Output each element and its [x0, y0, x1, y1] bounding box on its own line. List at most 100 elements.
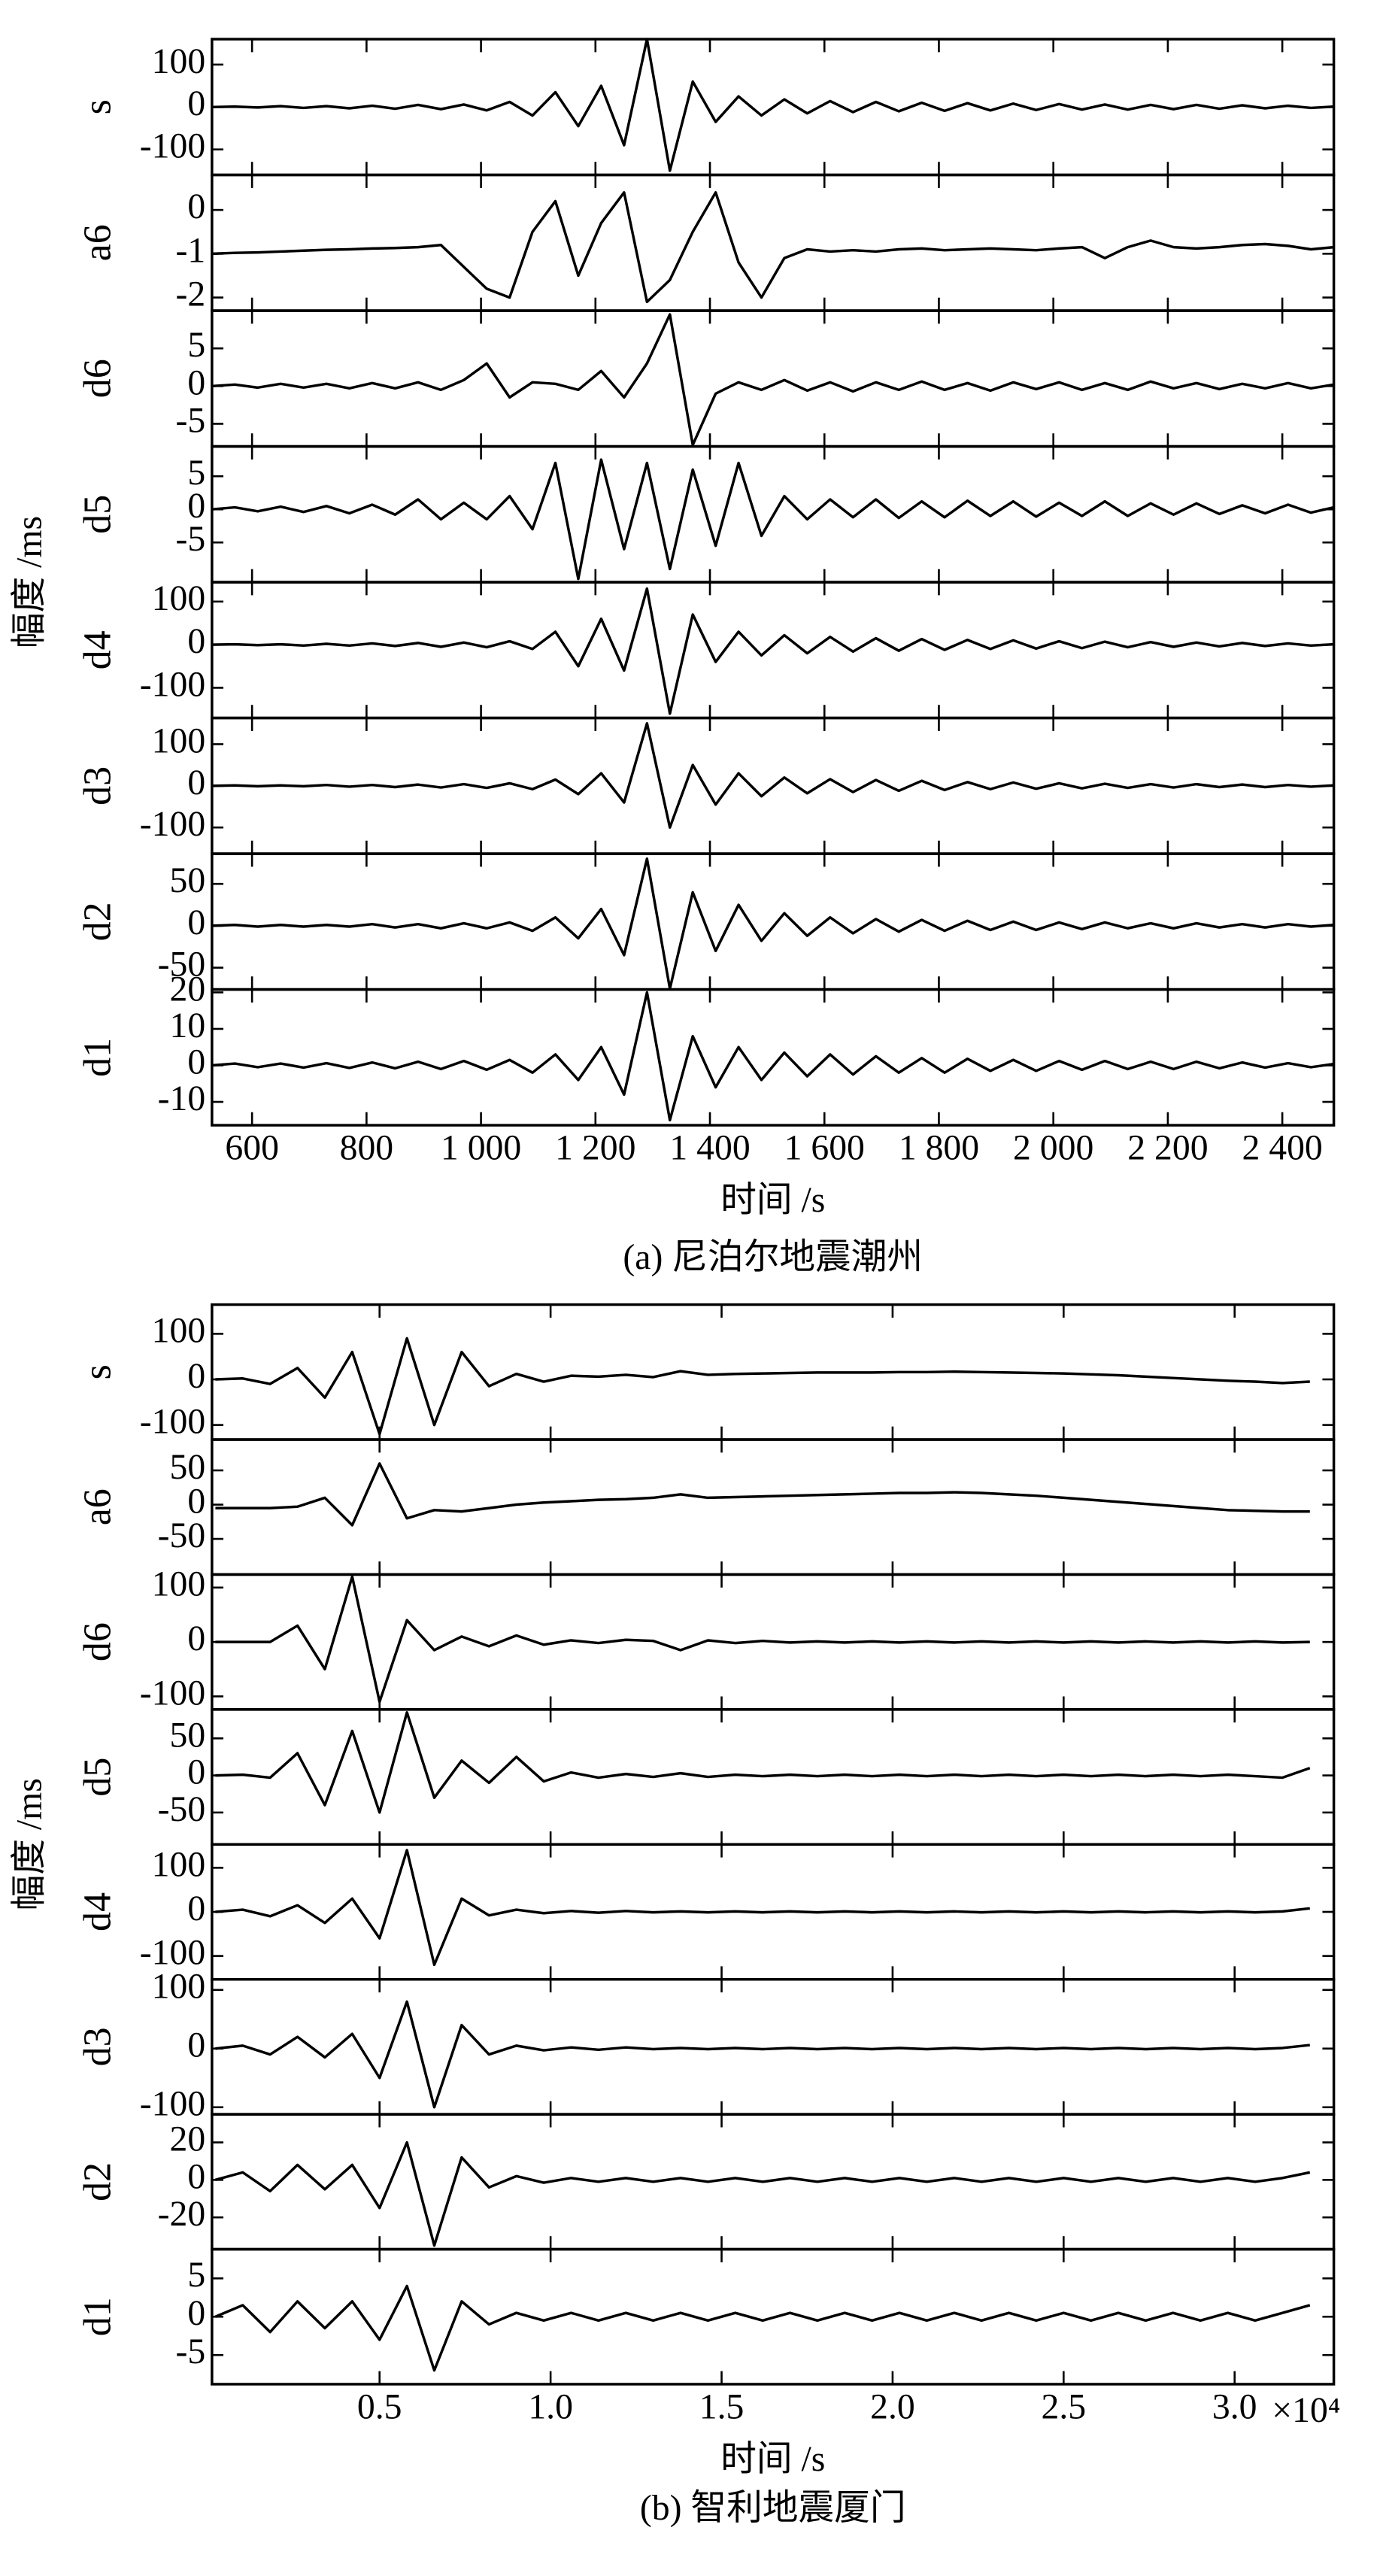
panel-frame [211, 309, 1336, 448]
panel-label: d3 [76, 766, 119, 806]
x-tick-label: 1 800 [899, 1128, 979, 1168]
y-tick-label: 100 [152, 578, 206, 618]
waveform [211, 313, 1334, 447]
x-tick-label: 2 200 [1127, 1128, 1208, 1168]
y-tick-label: 0 [187, 1481, 205, 1521]
panel-label: d6 [76, 1622, 119, 1661]
x-tick-label: 1 400 [669, 1128, 750, 1168]
caption: (b) 智利地震厦门 [640, 2488, 906, 2528]
panel-label: a6 [76, 1488, 119, 1525]
waveform [211, 587, 1334, 715]
y-tick-label: -10 [158, 1079, 206, 1118]
x-tick-label: 2.0 [870, 2387, 915, 2427]
y-tick-label: -100 [140, 1402, 205, 1442]
y-tick-label: 0 [187, 486, 205, 526]
y-tick-label: 50 [170, 1715, 206, 1755]
y-tick-label: 100 [152, 721, 206, 760]
y-tick-label: 5 [187, 2255, 205, 2295]
panel-label: a6 [76, 224, 119, 261]
y-tick-label: 0 [187, 83, 205, 123]
x-tick-label: 0.5 [357, 2387, 402, 2427]
x-tick-label: 3.0 [1212, 2387, 1257, 2427]
y-tick-label: -100 [140, 804, 205, 844]
x-tick-label: 1.5 [699, 2387, 745, 2427]
x-tick-label: 1 600 [784, 1128, 865, 1168]
panel-frame [211, 1438, 1336, 1576]
y-tick-label: -50 [158, 1789, 206, 1829]
y-tick-label: -100 [140, 664, 205, 704]
y-tick-label: 100 [152, 41, 206, 81]
y-tick-label: -2 [175, 275, 205, 314]
y-tick-label: 0 [187, 1356, 205, 1396]
y-tick-label: 0 [187, 2293, 205, 2333]
y-tick-label: 0 [187, 903, 205, 942]
waveform [211, 458, 1335, 581]
y-tick-label: 100 [152, 1564, 206, 1604]
panel-frame [211, 852, 1336, 991]
waveform [215, 1575, 1310, 1704]
x-tick-label: 600 [225, 1128, 279, 1168]
y-tick-label: 10 [170, 1006, 206, 1045]
waveform [215, 1337, 1310, 1436]
x-tick-label: 2 000 [1013, 1128, 1093, 1168]
panel-frame [211, 988, 1336, 1127]
x-tick-label: 2 400 [1242, 1128, 1322, 1168]
y-tick-label: 0 [187, 363, 205, 402]
waveform [211, 857, 1334, 991]
y-tick-label: 0 [187, 1752, 205, 1792]
y-tick-label: -5 [175, 400, 205, 440]
panel-label: s [76, 99, 119, 114]
x-tick-label: 800 [340, 1128, 394, 1168]
y-tick-label: 0 [187, 1619, 205, 1658]
y-tick-label: 100 [152, 1967, 206, 2007]
panel-label: d5 [76, 1758, 119, 1797]
y-tick-label: 5 [187, 453, 205, 493]
panel-label: d3 [76, 2027, 119, 2066]
y-tick-label: -20 [158, 2194, 206, 2234]
y-tick-label: 100 [152, 1310, 206, 1350]
y-tick-label: -100 [140, 1673, 205, 1713]
panel-label: d4 [76, 630, 119, 669]
y-tick-label: 5 [187, 325, 205, 365]
y-tick-label: -5 [175, 519, 205, 559]
y-tick-label: -50 [158, 945, 206, 985]
y-tick-label: 0 [187, 2156, 205, 2196]
waveform [211, 38, 1334, 172]
y-tick-label: 0 [187, 1042, 205, 1082]
waveform [215, 1711, 1311, 1814]
y-tick-label: -5 [175, 2332, 205, 2371]
y-tick-label: 100 [152, 1844, 206, 1884]
panel-frame [211, 173, 1336, 312]
x-tick-label: 1.0 [528, 2387, 573, 2427]
panel-label: d2 [76, 2162, 119, 2201]
y-axis-title: 幅度 /ms [9, 516, 49, 648]
y-tick-label: 0 [187, 621, 205, 661]
y-tick-label: 50 [170, 1447, 206, 1487]
panel-label: d1 [76, 2297, 119, 2336]
y-tick-label: 0 [187, 763, 205, 803]
y-tick-label: -50 [158, 1516, 206, 1555]
panel-frame [211, 581, 1336, 720]
y-tick-label: 50 [170, 860, 206, 900]
x-multiplier: ×10⁴ [1272, 2390, 1340, 2430]
y-tick-label: -100 [140, 2084, 205, 2124]
panel-label: d6 [76, 359, 119, 398]
panel-label: d4 [76, 1892, 119, 1931]
x-tick-label: 1 000 [441, 1128, 521, 1168]
caption: (a) 尼泊尔地震潮州 [623, 1237, 923, 1277]
panel-label: d2 [76, 902, 119, 941]
y-tick-label: 0 [187, 2025, 205, 2065]
y-tick-label: -1 [175, 230, 205, 270]
y-tick-label: 20 [170, 2119, 206, 2159]
x-axis-title: 时间 /s [720, 2439, 825, 2479]
x-tick-label: 1 200 [555, 1128, 635, 1168]
waveform [215, 1849, 1310, 1967]
y-axis-title: 幅度 /ms [9, 1778, 49, 1910]
y-tick-label: -100 [140, 1933, 205, 1973]
x-axis-title: 时间 /s [720, 1180, 825, 1220]
waveform [211, 191, 1334, 304]
waveform [214, 2141, 1311, 2247]
waveform [211, 722, 1334, 829]
y-tick-label: 0 [187, 1889, 205, 1928]
